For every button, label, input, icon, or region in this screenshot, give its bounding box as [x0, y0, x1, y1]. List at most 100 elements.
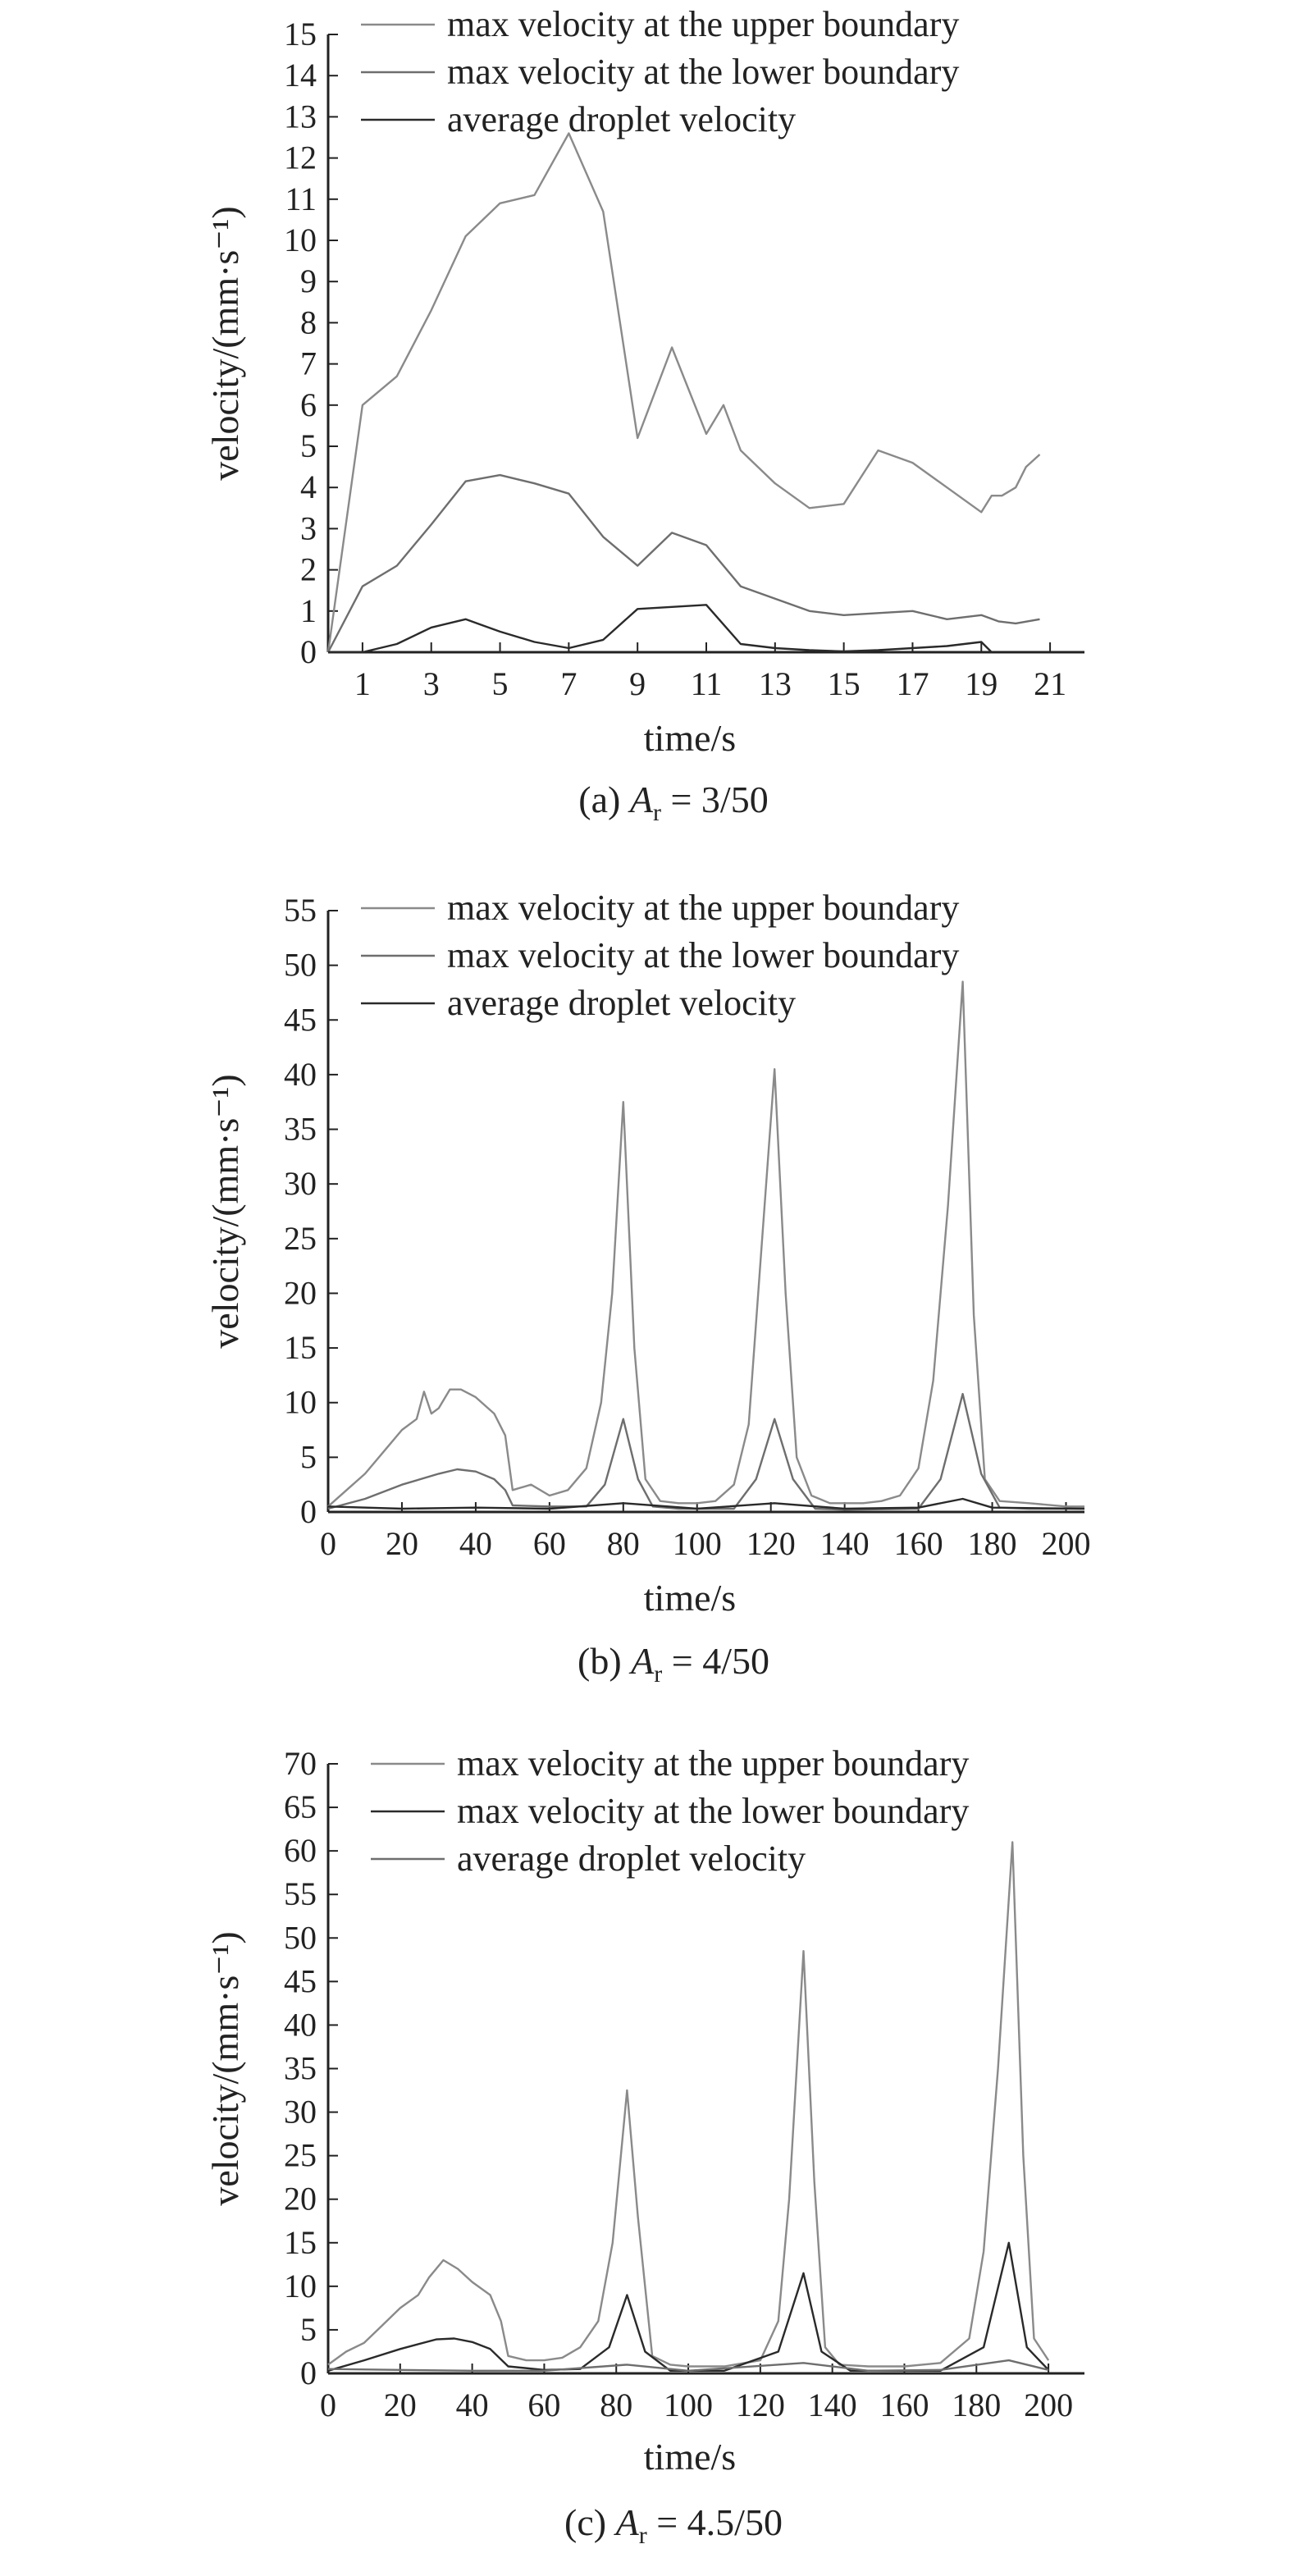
x-tick-label: 5 — [492, 665, 509, 702]
y-tick-label: 5 — [300, 2311, 317, 2348]
series-line-2 — [326, 473, 1040, 653]
y-tick-label: 6 — [300, 386, 317, 423]
x-tick-label: 200 — [1042, 1525, 1091, 1562]
legend-label: max velocity at the lower boundary — [457, 1791, 969, 1831]
y-tick-label: 25 — [284, 2137, 317, 2174]
y-tick-label: 4 — [300, 468, 317, 505]
series-line-1 — [327, 1841, 1050, 2368]
y-tick-label: 30 — [284, 2094, 317, 2131]
y-tick-label: 13 — [284, 98, 317, 135]
x-tick-label: 3 — [423, 665, 440, 702]
y-tick-label: 60 — [284, 1832, 317, 1869]
x-tick-label: 80 — [607, 1525, 640, 1562]
caption-prefix: (c) — [564, 2501, 616, 2543]
y-axis-label: velocity/(mm·s⁻¹) — [204, 1931, 246, 2205]
x-tick-label: 40 — [459, 1525, 492, 1562]
y-tick-label: 15 — [284, 1329, 317, 1366]
y-tick-label: 20 — [284, 2181, 317, 2217]
x-axis-label: time/s — [644, 1577, 736, 1619]
y-tick-label: 50 — [284, 947, 317, 984]
caption-suffix: = 3/50 — [661, 779, 769, 820]
caption-symbol: A — [628, 779, 654, 820]
caption-prefix: (a) — [578, 779, 630, 820]
y-axis-label: velocity/(mm·s⁻¹) — [204, 206, 246, 480]
x-tick-label: 19 — [965, 665, 998, 702]
y-tick-label: 9 — [300, 263, 317, 299]
y-tick-label: 5 — [300, 427, 317, 464]
y-tick-label: 65 — [284, 1788, 317, 1825]
y-axis-label: velocity/(mm·s⁻¹) — [204, 1074, 246, 1348]
x-tick-label: 21 — [1034, 665, 1066, 702]
y-tick-label: 55 — [284, 892, 317, 929]
caption-symbol: A — [614, 2501, 640, 2543]
y-tick-label: 8 — [300, 304, 317, 340]
y-tick-label: 70 — [284, 1745, 317, 1782]
y-tick-label: 55 — [284, 1875, 317, 1912]
y-tick-label: 35 — [284, 1111, 317, 1148]
y-tick-label: 15 — [284, 16, 317, 53]
x-tick-label: 0 — [320, 2386, 336, 2423]
x-tick-label: 180 — [968, 1525, 1017, 1562]
legend-label: average droplet velocity — [447, 983, 796, 1023]
y-tick-label: 11 — [285, 180, 317, 217]
y-tick-label: 15 — [284, 2224, 317, 2261]
x-tick-label: 140 — [808, 2386, 857, 2423]
x-tick-label: 120 — [746, 1525, 796, 1562]
legend-label: average droplet velocity — [447, 99, 796, 139]
x-tick-label: 160 — [879, 2386, 929, 2423]
caption-symbol: A — [628, 1640, 655, 1682]
x-tick-label: 20 — [386, 1525, 418, 1562]
legend-label: max velocity at the upper boundary — [457, 1743, 969, 1784]
y-tick-label: 40 — [284, 1056, 317, 1093]
y-tick-label: 0 — [300, 2354, 317, 2391]
x-tick-label: 40 — [456, 2386, 489, 2423]
x-tick-label: 20 — [384, 2386, 417, 2423]
legend-label: average droplet velocity — [457, 1838, 806, 1879]
x-tick-label: 1 — [354, 665, 371, 702]
caption-subscript: r — [653, 799, 661, 826]
x-tick-label: 180 — [952, 2386, 1001, 2423]
y-tick-label: 30 — [284, 1165, 317, 1202]
panel-caption: (b) Ar = 4/50 — [578, 1640, 769, 1688]
caption-subscript: r — [654, 1660, 662, 1688]
y-tick-label: 2 — [300, 551, 317, 588]
series-line-1 — [326, 132, 1041, 653]
y-tick-label: 45 — [284, 1962, 317, 1999]
x-tick-label: 17 — [896, 665, 929, 702]
panel-caption: (a) Ar = 3/50 — [578, 779, 768, 826]
legend-label: max velocity at the upper boundary — [447, 888, 959, 928]
y-tick-label: 3 — [300, 509, 317, 546]
panel-caption: (c) Ar = 4.5/50 — [564, 2501, 783, 2549]
y-tick-label: 5 — [300, 1438, 317, 1475]
y-tick-label: 12 — [284, 139, 317, 176]
x-tick-label: 15 — [828, 665, 861, 702]
y-tick-label: 45 — [284, 1001, 317, 1038]
x-tick-label: 11 — [691, 665, 723, 702]
x-tick-label: 140 — [820, 1525, 870, 1562]
series-line-3 — [327, 1497, 1085, 1510]
y-tick-label: 35 — [284, 2050, 317, 2087]
x-tick-label: 13 — [759, 665, 792, 702]
y-tick-label: 0 — [300, 633, 317, 670]
x-tick-label: 100 — [673, 1525, 722, 1562]
y-tick-label: 10 — [284, 222, 317, 258]
chart-panel-b: 0 5 10 15 20 25 30 35 40 45 50 55 0 20 40 60 80 100 120 140… — [204, 888, 1091, 1688]
y-tick-label: 14 — [284, 57, 317, 94]
legend-label: max velocity at the upper boundary — [447, 4, 959, 44]
series-line-1 — [327, 980, 1084, 1508]
y-tick-label: 0 — [300, 1493, 317, 1530]
caption-suffix: = 4/50 — [662, 1640, 769, 1682]
caption-suffix: = 4.5/50 — [647, 2501, 783, 2543]
x-tick-label: 0 — [320, 1525, 336, 1562]
x-tick-label: 60 — [527, 2386, 560, 2423]
y-tick-label: 20 — [284, 1274, 317, 1311]
legend-label: max velocity at the lower boundary — [447, 52, 959, 92]
series-line-2 — [327, 1392, 1084, 1511]
x-tick-label: 60 — [533, 1525, 566, 1562]
x-tick-label: 9 — [629, 665, 646, 702]
x-axis-label: time/s — [644, 717, 736, 759]
x-tick-label: 100 — [664, 2386, 713, 2423]
y-tick-label: 10 — [284, 2268, 317, 2304]
